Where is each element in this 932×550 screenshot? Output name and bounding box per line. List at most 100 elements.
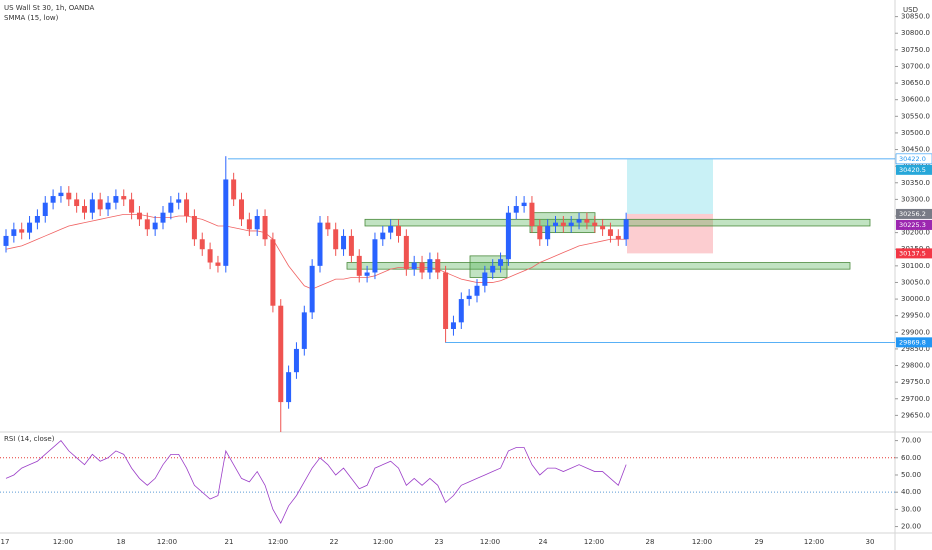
price-label-box bbox=[896, 248, 932, 259]
x-tick-label: 17 bbox=[1, 538, 10, 546]
candle-body bbox=[246, 219, 252, 230]
position-stop bbox=[627, 213, 713, 254]
candle-body bbox=[19, 229, 25, 233]
x-tick-label: 18 bbox=[117, 538, 126, 546]
zone bbox=[346, 262, 851, 270]
candle-body bbox=[50, 196, 56, 203]
price-label-box bbox=[896, 208, 932, 219]
rsi-label: RSI (14, close) bbox=[4, 435, 55, 443]
candle-body bbox=[341, 235, 347, 250]
y-tick-label: 29750.0 bbox=[901, 378, 930, 386]
rsi-tick-label: 60.00 bbox=[901, 454, 921, 462]
y-tick-label: 29800.0 bbox=[901, 362, 930, 370]
y-tick-label: 30000.0 bbox=[901, 295, 930, 303]
rsi-tick-label: 40.00 bbox=[901, 488, 921, 496]
candle-body bbox=[207, 249, 213, 263]
candle-body bbox=[450, 322, 456, 329]
candle-body bbox=[380, 232, 386, 240]
x-tick-label: 12:00 bbox=[157, 538, 177, 546]
y-tick-label: 29850.0 bbox=[901, 345, 930, 353]
candle-body bbox=[474, 285, 480, 296]
price-label: 30225.3 bbox=[899, 221, 926, 229]
candle-body bbox=[348, 235, 354, 256]
candle-body bbox=[466, 295, 472, 300]
candle-body bbox=[309, 265, 315, 313]
y-tick-label: 30200.0 bbox=[901, 229, 930, 237]
candle-body bbox=[42, 202, 48, 216]
candle-body bbox=[34, 216, 40, 223]
candle-body bbox=[58, 192, 64, 197]
candle-body bbox=[191, 216, 197, 240]
rsi-line bbox=[5, 440, 627, 524]
x-tick-label: 12:00 bbox=[584, 538, 604, 546]
candle-body bbox=[560, 222, 566, 226]
candle-body bbox=[11, 229, 17, 236]
x-tick-label: 12:00 bbox=[53, 538, 73, 546]
candle-body bbox=[458, 299, 464, 323]
x-tick-label: 28 bbox=[646, 538, 655, 546]
y-tick-label: 30650.0 bbox=[901, 79, 930, 87]
candle-body bbox=[82, 206, 87, 213]
x-tick-label: 23 bbox=[435, 538, 444, 546]
zone bbox=[364, 218, 871, 227]
rsi-tick-label: 70.00 bbox=[901, 437, 921, 445]
y-tick-label: 29700.0 bbox=[901, 395, 930, 403]
candle-body bbox=[89, 199, 95, 213]
candle-body bbox=[105, 202, 111, 210]
x-tick-label: 12:00 bbox=[373, 538, 393, 546]
candle-body bbox=[293, 348, 299, 373]
candle-body bbox=[403, 235, 409, 270]
candle-body bbox=[615, 235, 621, 240]
candle-body bbox=[215, 262, 221, 266]
y-tick-label: 29900.0 bbox=[901, 328, 930, 336]
candle-body bbox=[537, 225, 543, 240]
y-tick-label: 30550.0 bbox=[901, 112, 930, 120]
candle-body bbox=[176, 199, 182, 203]
candle-body bbox=[66, 192, 72, 200]
y-tick-label: 30350.0 bbox=[901, 179, 930, 187]
price-label-box bbox=[896, 164, 932, 175]
candle-body bbox=[482, 272, 488, 286]
candle-body bbox=[262, 216, 268, 240]
y-tick-label: 30700.0 bbox=[901, 62, 930, 70]
price-label: 29869.8 bbox=[899, 338, 926, 346]
candle-body bbox=[490, 265, 496, 273]
candle-body bbox=[396, 225, 401, 236]
candle-body bbox=[3, 235, 9, 246]
candle-body bbox=[121, 196, 127, 200]
candle-body bbox=[333, 229, 339, 250]
candle-body bbox=[592, 222, 598, 226]
candle-body bbox=[388, 225, 394, 233]
zone bbox=[469, 255, 508, 278]
candle-body bbox=[223, 179, 229, 266]
candle-body bbox=[498, 259, 504, 266]
y-tick-label: 30100.0 bbox=[901, 262, 930, 270]
candle-body bbox=[301, 312, 307, 349]
candle-body bbox=[231, 179, 237, 200]
price-label: 30137.5 bbox=[899, 249, 926, 257]
candle-body bbox=[600, 225, 606, 230]
candle-body bbox=[505, 212, 511, 260]
candle-body bbox=[97, 199, 103, 210]
candle-body bbox=[278, 305, 284, 403]
y-tick-label: 30850.0 bbox=[901, 13, 930, 21]
price-label: 30420.5 bbox=[899, 166, 926, 174]
candle-body bbox=[74, 199, 80, 207]
price-label-box bbox=[895, 153, 932, 165]
candle-body bbox=[199, 239, 205, 250]
y-tick-label: 29650.0 bbox=[901, 411, 930, 419]
candle-body bbox=[529, 202, 535, 226]
x-tick-label: 12:00 bbox=[480, 538, 500, 546]
price-label: 30256.2 bbox=[899, 210, 926, 218]
candle-body bbox=[545, 225, 551, 240]
candle-body bbox=[356, 255, 362, 276]
candle-body bbox=[160, 212, 166, 223]
candle-body bbox=[576, 219, 582, 223]
candle-body bbox=[513, 206, 519, 213]
candle-body bbox=[136, 212, 142, 220]
y-tick-label: 29950.0 bbox=[901, 312, 930, 320]
price-label-box bbox=[896, 219, 932, 230]
rsi-tick-label: 50.00 bbox=[901, 471, 921, 479]
